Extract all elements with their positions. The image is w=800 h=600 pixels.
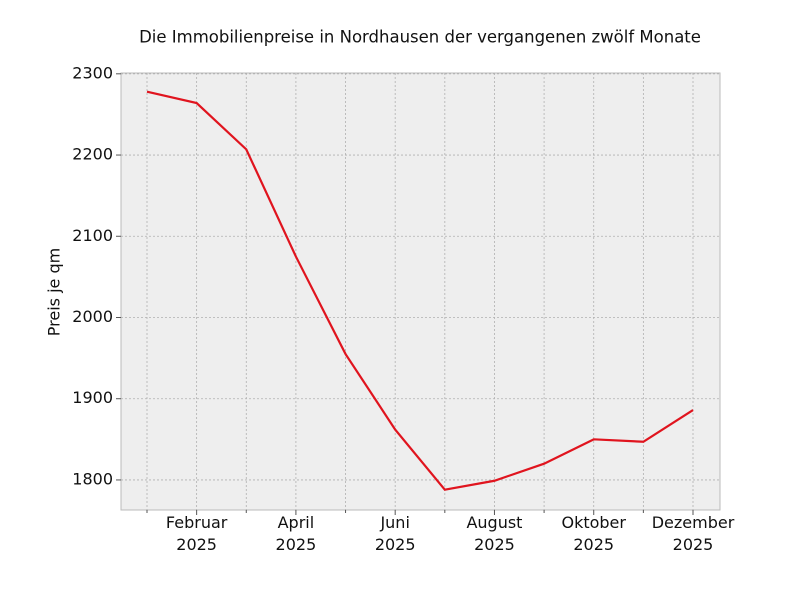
x-tick-label: Juni 2025: [374, 513, 416, 554]
y-tick-label: 2000: [72, 307, 113, 326]
x-tick-label: Dezember 2025: [651, 513, 735, 554]
x-tick-label: Oktober 2025: [561, 513, 626, 554]
y-tick-label: 2200: [72, 145, 113, 164]
line-series: [146, 90, 694, 491]
x-tick-label: August 2025: [466, 513, 523, 554]
y-tick-label: 1800: [72, 469, 113, 488]
y-tick-label: 1900: [72, 388, 113, 407]
y-tick-label: 2300: [72, 63, 113, 82]
x-tick-label: Februar 2025: [165, 513, 228, 554]
y-axis-label: Preis je qm: [45, 248, 64, 336]
chart-title: Die Immobilienpreise in Nordhausen der v…: [139, 28, 701, 47]
plot-area: [120, 72, 721, 511]
y-tick-label: 2100: [72, 226, 113, 245]
x-tick-label: April 2025: [275, 513, 317, 554]
